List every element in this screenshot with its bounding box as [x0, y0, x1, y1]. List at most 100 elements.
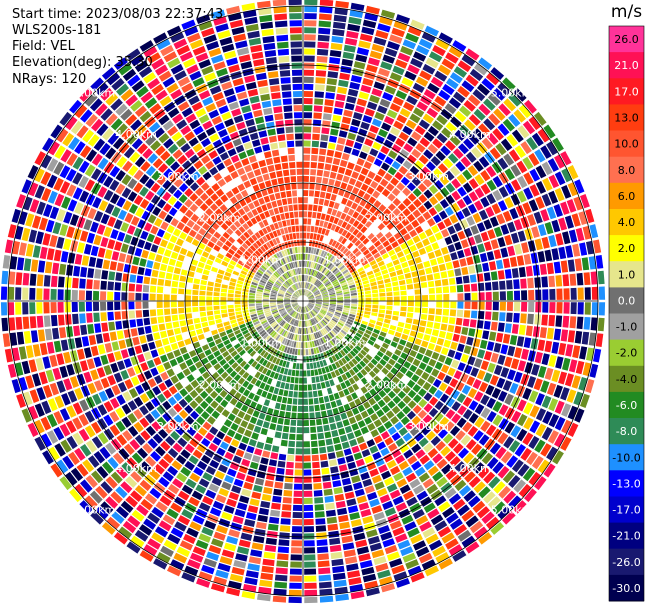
velocity-gate — [166, 265, 175, 273]
velocity-gate — [258, 130, 268, 138]
velocity-gate — [391, 376, 400, 385]
velocity-gate — [366, 186, 375, 195]
velocity-gate — [28, 182, 39, 197]
velocity-gate — [336, 273, 343, 279]
velocity-gate — [307, 313, 310, 319]
velocity-gate — [99, 446, 111, 460]
velocity-gate — [432, 120, 444, 131]
velocity-gate — [271, 200, 278, 208]
velocity-gate — [368, 196, 377, 205]
velocity-gate — [190, 259, 199, 266]
velocity-gate — [353, 141, 363, 150]
velocity-gate — [294, 384, 299, 391]
velocity-gate — [70, 120, 84, 135]
velocity-gate — [269, 232, 275, 239]
velocity-gate — [329, 50, 342, 58]
velocity-gate — [518, 483, 532, 498]
velocity-gate — [286, 291, 292, 296]
velocity-gate — [314, 98, 324, 105]
velocity-gate — [371, 285, 378, 290]
velocity-gate — [413, 198, 422, 208]
velocity-gate — [192, 45, 206, 56]
velocity-gate — [422, 238, 430, 247]
velocity-gate — [562, 231, 571, 245]
velocity-gate — [313, 317, 317, 324]
velocity-gate — [254, 250, 261, 257]
velocity-gate — [340, 382, 347, 390]
velocity-gate — [443, 217, 452, 227]
velocity-gate — [192, 295, 199, 301]
velocity-gate — [291, 69, 302, 76]
velocity-gate — [399, 311, 407, 317]
velocity-gate — [152, 386, 162, 396]
velocity-gate — [131, 509, 145, 522]
velocity-gate — [308, 261, 312, 268]
velocity-gate — [273, 333, 279, 340]
velocity-gate — [319, 148, 327, 156]
velocity-gate — [392, 310, 400, 316]
velocity-gate — [120, 108, 133, 121]
velocity-gate — [292, 285, 296, 291]
velocity-gate — [304, 13, 317, 20]
velocity-gate — [111, 251, 120, 261]
velocity-gate — [298, 306, 302, 313]
velocity-gate — [492, 414, 503, 427]
velocity-gate — [327, 142, 336, 150]
velocity-gate — [320, 250, 325, 257]
velocity-gate — [289, 20, 302, 27]
velocity-gate — [389, 72, 402, 82]
colorbar-tick-label: -21.0 — [612, 530, 640, 543]
velocity-gate — [39, 246, 48, 260]
velocity-gate — [423, 502, 436, 513]
velocity-gate — [362, 478, 373, 487]
velocity-gate — [419, 454, 430, 465]
velocity-gate — [29, 389, 40, 403]
colorbar-tick-label: -13.0 — [612, 477, 640, 490]
velocity-gate — [56, 236, 65, 249]
velocity-gate — [297, 175, 303, 182]
velocity-gate — [316, 361, 321, 368]
velocity-gate — [330, 330, 337, 336]
velocity-gate — [253, 199, 260, 208]
velocity-gate — [389, 520, 402, 530]
velocity-gate — [162, 76, 176, 88]
velocity-gate — [303, 175, 309, 182]
velocity-gate — [248, 556, 262, 565]
velocity-gate — [363, 401, 371, 409]
velocity-gate — [254, 146, 263, 154]
velocity-gate — [289, 582, 302, 589]
velocity-gate — [393, 472, 404, 482]
velocity-gate — [219, 389, 228, 398]
velocity-gate — [373, 200, 382, 209]
velocity-gate — [281, 242, 286, 250]
velocity-gate — [291, 62, 302, 69]
velocity-gate — [254, 231, 261, 239]
velocity-gate — [130, 328, 138, 337]
velocity-gate — [265, 436, 274, 444]
velocity-gate — [405, 472, 417, 483]
colorbar-tick-label: -4.0 — [616, 373, 637, 386]
velocity-gate — [560, 387, 570, 401]
velocity-gate — [239, 339, 247, 346]
velocity-gate — [382, 354, 390, 362]
velocity-gate — [205, 385, 214, 394]
velocity-gate — [372, 451, 382, 461]
velocity-gate — [125, 254, 133, 264]
velocity-gate — [434, 520, 448, 532]
velocity-gate — [349, 313, 356, 318]
velocity-gate — [487, 496, 501, 509]
velocity-gate — [226, 328, 233, 335]
velocity-gate — [247, 468, 257, 477]
velocity-gate — [402, 395, 412, 404]
velocity-gate — [280, 155, 288, 163]
velocity-gate — [427, 82, 440, 94]
velocity-gate — [263, 290, 270, 294]
velocity-gate — [282, 169, 290, 177]
velocity-gate — [226, 429, 236, 438]
velocity-gate — [277, 460, 286, 468]
velocity-gate — [506, 455, 519, 468]
velocity-gate — [309, 276, 313, 283]
velocity-gate — [373, 158, 383, 167]
velocity-gate — [284, 483, 293, 490]
velocity-gate — [327, 254, 333, 261]
